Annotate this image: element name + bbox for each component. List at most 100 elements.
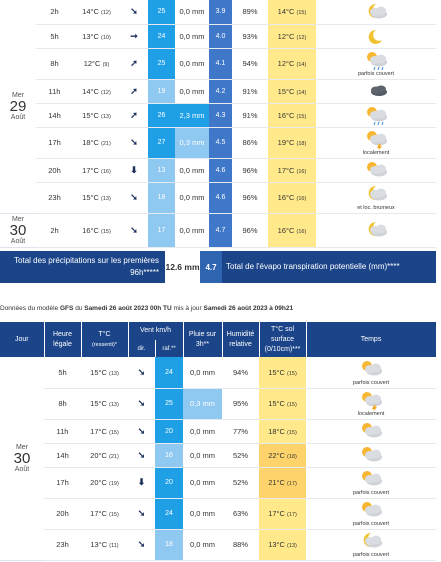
wind-direction-icon: ➘ [130, 224, 138, 235]
wind-speed: 17 [148, 213, 175, 247]
table-row: 17h 18°C (21) ➘ 27 0,3 mm 4.5 86% 19°C (18) loca… [0, 127, 436, 158]
temperature: 13°C (10) [82, 31, 111, 41]
model-run: Samedi 26 août 2023 00h TU [84, 305, 172, 312]
wind-direction-icon: ➘ [137, 398, 146, 408]
etp: 4.7 [209, 213, 232, 247]
weather-label: parfois couvert [352, 490, 390, 496]
weather-label: parfois couvert [357, 71, 395, 77]
wind-direction-icon: ➘ [137, 366, 146, 377]
weather-label: parfois couvert [352, 552, 390, 558]
hour: 17h [48, 138, 61, 147]
wind-speed: 27 [148, 127, 175, 158]
humidity: 63% [233, 509, 249, 518]
temperature: 14°C (12) [82, 7, 111, 17]
soil-temperature: 15°C (15) [259, 357, 307, 388]
rain: 0,0 mm [179, 165, 205, 175]
wind-direction-icon: ➘ [130, 192, 138, 202]
header-sol: T°C sol surface (0/10cm)*** [259, 322, 307, 357]
day-cell: Mer 30 Août [0, 213, 36, 248]
soil-temperature: 21°C (17) [259, 467, 307, 498]
weather-cell [306, 443, 436, 467]
hour: 5h [58, 367, 67, 377]
model-update-text: mis à jour [173, 305, 202, 312]
wind-speed: 24 [155, 498, 184, 529]
weather-cell: parfois couvert [306, 529, 436, 560]
dark-cloud-icon [364, 85, 388, 96]
etp: 4.2 [209, 79, 232, 103]
soil-temperature: 17°C (16) [268, 158, 316, 182]
wind-speed: 19 [148, 79, 175, 103]
rain: 0,0 mm [179, 31, 205, 41]
weather-cell [316, 213, 436, 247]
hour: 8h [58, 399, 67, 408]
rain: 0,3 mm [183, 388, 223, 419]
etp-total-value: 4.7 [200, 251, 222, 283]
wind-direction-icon: ➘ [137, 508, 146, 518]
model-update: Samedi 26 août 2023 à 09h21 [203, 305, 294, 312]
rain: 0,0 mm [190, 509, 216, 518]
wind-speed: 24 [148, 24, 175, 48]
sun-cloud-icon [359, 360, 383, 376]
model-name: GFS [60, 305, 74, 312]
sun-rain-icon [364, 107, 388, 126]
table-row: Mer 29 Août 2h 14°C (12) ➘ 25 0,0 mm 3.9 89% 14°C … [0, 0, 436, 214]
weather-cell: parfois couvert [306, 467, 436, 498]
hour: 20h [56, 509, 69, 518]
sun-storm-icon [364, 131, 388, 150]
summary-row: Total des précipitations sur les premièr… [0, 251, 436, 283]
humidity: 96% [242, 193, 258, 202]
temperature: 16°C (15) [82, 225, 111, 235]
humidity: 88% [233, 540, 249, 549]
soil-temperature: 12°C (14) [268, 48, 316, 79]
table-row: 8h 15°C (13) ➘ 25 0,3 mm 95% 15°C (15) localeme… [0, 388, 437, 419]
cloud-moon-icon [364, 221, 388, 237]
etp: 4.6 [209, 158, 232, 182]
temperature: 15°C (13) [82, 110, 111, 120]
hour: 2h [50, 225, 59, 235]
day-cell: Mer 29 Août [0, 0, 36, 214]
soil-temperature: 15°C (15) [259, 388, 307, 419]
etp: 4.3 [209, 103, 232, 127]
temperature: 17°C (16) [82, 165, 111, 175]
wind-direction-icon: ➞ [130, 30, 138, 41]
weather-label: parfois couvert [352, 521, 390, 527]
temperature: 17°C (15) [90, 509, 119, 518]
soil-temperature: 14°C (15) [268, 0, 316, 24]
table-row: Mer 30 Août 5h 15°C (13) ➘ 24 0,0 mm 94% 15°C (15… [0, 357, 437, 561]
wind-speed: 20 [155, 419, 184, 443]
etp: 4.5 [209, 127, 232, 158]
soil-temperature: 16°C (16) [268, 213, 316, 247]
wind-speed: 18 [155, 529, 184, 560]
hour: 11h [56, 426, 69, 436]
rain: 0,0 mm [179, 225, 205, 235]
humidity: 86% [242, 138, 258, 147]
soil-temperature: 13°C (13) [259, 529, 307, 560]
wind-speed: 18 [148, 182, 175, 213]
model-info: Données du modèle GFS du Samedi 26 août … [0, 305, 293, 312]
temperature: 20°C (19) [90, 478, 119, 487]
wind-speed: 25 [148, 48, 175, 79]
forecast-table-1: Mer 29 Août 2h 14°C (12) ➘ 25 0,0 mm 3.9 89% 14°C … [0, 0, 436, 248]
humidity: 93% [242, 31, 258, 41]
rain: 0,0 mm [179, 7, 205, 17]
table-row: 20h 17°C (15) ➘ 24 0,0 mm 63% 17°C (17) parfois… [0, 498, 437, 529]
soil-temperature: 18°C (15) [259, 419, 307, 443]
weather-cell: localement [306, 388, 436, 419]
table-row: 23h 15°C (13) ➘ 18 0,0 mm 4.6 96% 16°C (16) et l… [0, 182, 436, 213]
table-row: Mer 30 Août 2h 16°C (15) ➘ 17 0,0 mm 4.7 96% 16°C … [0, 213, 436, 248]
sun-cloud-icon [359, 471, 383, 486]
forecast-table-2: Jour Heure légale T°C (ressenti)* Vent km… [0, 322, 437, 561]
etp-total-label: Total de l'évapo transpiration potentiel… [222, 251, 436, 283]
hour: 2h [50, 7, 59, 17]
weather-label: parfois couvert [352, 379, 390, 386]
hour: 8h [50, 59, 59, 68]
humidity: 91% [242, 110, 258, 120]
humidity: 77% [233, 426, 249, 436]
wind-direction-icon: ➘ [130, 6, 138, 17]
etp: 3.9 [209, 0, 232, 24]
wind-direction-icon: ➚ [130, 58, 138, 68]
wind-direction-icon: ⬇ [137, 477, 146, 487]
header-vent: Vent km/h [128, 322, 184, 340]
table-row: 20h 17°C (16) ⬇ 13 0,0 mm 4.6 96% 17°C (16) [0, 158, 436, 182]
wind-direction-icon: ➘ [137, 425, 146, 436]
